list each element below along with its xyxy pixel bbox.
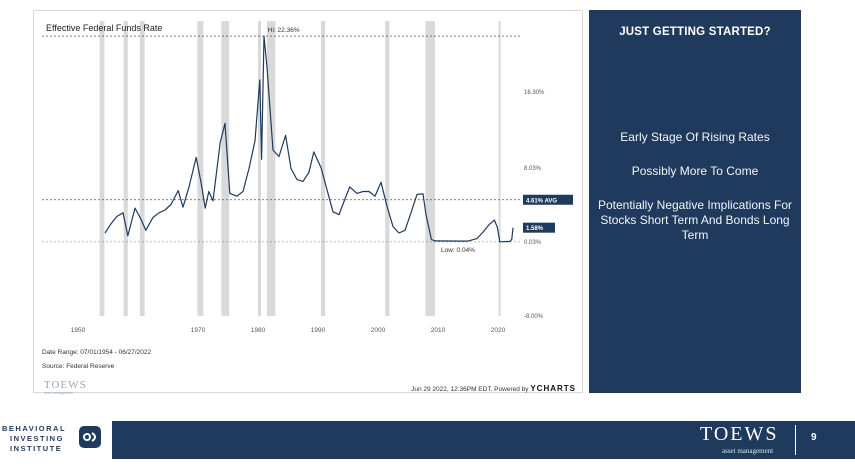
source-text: Source: Federal Reserve — [42, 363, 115, 370]
toews-footer-sub: asset management — [722, 447, 774, 455]
x-tick-label: 2020 — [491, 327, 506, 334]
fed-funds-chart: Hi: 22.36% Low: 0.04% 16.30% 8.03% 0.03% -8.0… — [42, 21, 573, 334]
current-badge — [523, 222, 555, 233]
series-line — [104, 35, 514, 243]
chart-card: Hi: 22.36% Low: 0.04% 16.30% 8.03% 0.03% -8.0… — [33, 10, 583, 395]
ycharts-logo: YCHARTS — [530, 384, 576, 393]
recession-band — [498, 21, 501, 316]
point-more-to-come: Possibly More To Come — [631, 164, 759, 178]
x-tick-label: 1980 — [251, 327, 266, 334]
toews-small-logo-sub: asset management — [44, 390, 74, 395]
recession-band — [123, 21, 128, 316]
x-tick-label: 1970 — [191, 327, 206, 334]
recession-band — [258, 21, 261, 316]
high-label: Hi: 22.36% — [268, 27, 300, 34]
toews-footer-logo: TOEWS — [700, 423, 779, 445]
ycharts-credit: Jun 29 2022, 12:36PM EDT. Powered by YCH… — [411, 384, 576, 393]
x-tick-label: 2010 — [431, 327, 446, 334]
x-tick-label: 1990 — [311, 327, 326, 334]
x-tick-label: 1950 — [71, 327, 86, 334]
x-tick-label: 2000 — [371, 327, 386, 334]
footer-divider — [795, 425, 796, 455]
y-tick-label: -8.00% — [524, 314, 544, 320]
side-heading: JUST GETTING STARTED? — [619, 26, 771, 38]
page-number: 9 — [811, 432, 817, 443]
eye-icon — [79, 426, 101, 448]
bii-line-1: BEHAVIORAL — [2, 424, 67, 433]
footer-bar — [112, 421, 855, 459]
bii-line-3: INSTITUTE — [10, 444, 63, 453]
bii-logo-text: BEHAVIORAL INVESTING INSTITUTE — [2, 424, 66, 454]
low-label: Low: 0.04% — [441, 247, 475, 254]
toews-small-logo: TOEWS — [44, 379, 87, 391]
recession-band — [267, 21, 276, 316]
current-badge-label: 1.58% — [526, 226, 544, 232]
date-range: Date Range: 07/01/1954 - 06/27/2022 — [42, 349, 152, 356]
bii-line-2: INVESTING — [10, 434, 64, 443]
recession-band — [221, 21, 230, 316]
avg-badge — [523, 194, 573, 205]
y-tick-label: 0.03% — [524, 240, 542, 246]
chart-timestamp: Jun 29 2022, 12:36PM EDT. Powered by — [411, 386, 529, 393]
avg-badge-label: 4.61% AVG — [526, 198, 557, 204]
chart-title: Effective Federal Funds Rate — [46, 23, 163, 33]
y-tick-label: 8.03% — [524, 166, 542, 172]
recession-band — [197, 21, 204, 316]
point-negative-implications: Potentially Negative Implications For St… — [597, 198, 793, 242]
recession-band — [385, 21, 390, 316]
point-rising-rates: Early Stage Of Rising Rates — [620, 130, 770, 144]
recession-band — [99, 21, 105, 316]
recession-band — [321, 21, 326, 316]
side-panel: JUST GETTING STARTED? Early Stage Of Ris… — [589, 10, 801, 393]
recession-band — [139, 21, 145, 316]
recession-band — [425, 21, 435, 316]
y-tick-label: 16.30% — [524, 90, 545, 96]
